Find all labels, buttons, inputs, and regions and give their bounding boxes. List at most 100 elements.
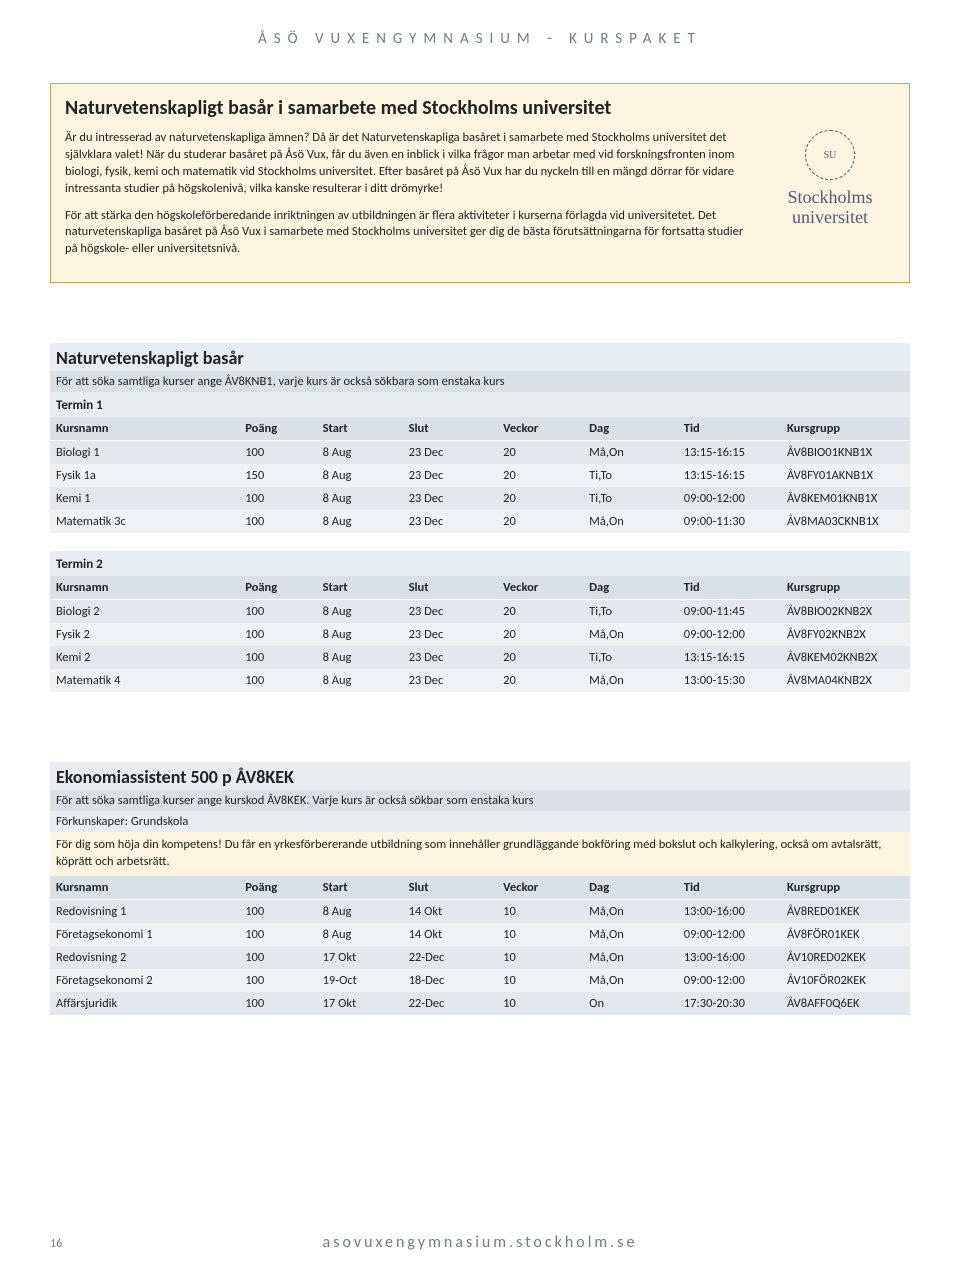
table-cell: Företagsekonomi 2 [50,969,239,992]
table-row: Biologi 11008 Aug23 Dec20Må,On13:15-16:1… [50,441,910,465]
th-grp: Kursgrupp [781,417,910,441]
table-cell: 100 [239,487,316,510]
page-header: ÅSÖ VUXENGYMNASIUM - KURSPAKET [50,30,910,48]
th-wk: Veckor [497,876,583,900]
table-cell: 100 [239,441,316,465]
table-cell: Affärsjuridik [50,992,239,1015]
intro-p1: Är du intresserad av naturvetenskapliga … [65,130,751,198]
table-cell: 23 Dec [403,510,498,533]
table-cell: Må,On [583,441,678,465]
table-cell: 8 Aug [317,487,403,510]
table-cell: Ti,To [583,646,678,669]
table-cell: 23 Dec [403,623,498,646]
table-cell: 20 [497,487,583,510]
table-cell: 09:00-11:30 [678,510,781,533]
table-cell: 23 Dec [403,464,498,487]
table-cell: 100 [239,899,316,923]
table-cell: Fysik 2 [50,623,239,646]
page-number: 16 [50,1237,90,1251]
th-grp: Kursgrupp [781,876,910,900]
table-cell: Må,On [583,510,678,533]
table-cell: 100 [239,969,316,992]
table-cell: Matematik 4 [50,669,239,692]
table-cell: 13:00-16:00 [678,899,781,923]
table-cell: Företagsekonomi 1 [50,923,239,946]
table-cell: 100 [239,600,316,624]
table-cell: Redovisning 2 [50,946,239,969]
table-cell: Ti,To [583,464,678,487]
th-grp: Kursgrupp [781,576,910,600]
sec2-prereq: Förkunskaper: Grundskola [50,811,910,832]
table-cell: Må,On [583,623,678,646]
intro-p2: För att stärka den högskoleförberedande … [65,208,751,259]
table-cell: 8 Aug [317,600,403,624]
table-row: Kemi 21008 Aug23 Dec20Ti,To13:15-16:15ÅV… [50,646,910,669]
table-cell: 17 Okt [317,992,403,1015]
table-cell: 10 [497,969,583,992]
footer-url: asovuxengymnasium.stockholm.se [90,1233,870,1252]
table-cell: ÅV8FY01AKNB1X [781,464,910,487]
table-cell: 8 Aug [317,510,403,533]
table-header-row: Kursnamn Poäng Start Slut Veckor Dag Tid… [50,876,910,900]
table-cell: 8 Aug [317,669,403,692]
table-cell: Må,On [583,923,678,946]
table-row: Fysik 1a1508 Aug23 Dec20Ti,To13:15-16:15… [50,464,910,487]
sec2-sub: För att söka samtliga kurser ange kursko… [50,790,910,811]
table-cell: 10 [497,992,583,1015]
table-cell: 20 [497,600,583,624]
sec2-title: Ekonomiassistent 500 p ÅV8KEK [50,762,910,790]
table-cell: 100 [239,946,316,969]
sec1-sub: För att söka samtliga kurser ange ÅV8KNB… [50,371,910,392]
table-cell: 18-Dec [403,969,498,992]
table-cell: 20 [497,510,583,533]
sec1-term2: Termin 2 [50,551,910,576]
table-cell: 100 [239,923,316,946]
table-cell: 22-Dec [403,946,498,969]
table-cell: Må,On [583,669,678,692]
th-day: Dag [583,876,678,900]
th-pts: Poäng [239,576,316,600]
table-cell: 23 Dec [403,646,498,669]
table-cell: 09:00-12:00 [678,487,781,510]
table-cell: Ti,To [583,487,678,510]
basar-term1-table: Naturvetenskapligt basår För att söka sa… [50,343,910,533]
table-cell: 20 [497,464,583,487]
table-cell: 8 Aug [317,441,403,465]
table-cell: On [583,992,678,1015]
intro-box: Naturvetenskapligt basår i samarbete med… [50,83,910,283]
table-cell: ÅV8KEM01KNB1X [781,487,910,510]
table-cell: 09:00-12:00 [678,923,781,946]
table-cell: 23 Dec [403,600,498,624]
table-cell: 10 [497,946,583,969]
table-row: Matematik 41008 Aug23 Dec20Må,On13:00-15… [50,669,910,692]
table-cell: 13:00-15:30 [678,669,781,692]
section-basar: Naturvetenskapligt basår För att söka sa… [50,343,910,692]
table-cell: 100 [239,646,316,669]
table-cell: 13:15-16:15 [678,646,781,669]
table-cell: Kemi 2 [50,646,239,669]
table-cell: ÅV8KEM02KNB2X [781,646,910,669]
table-cell: 09:00-12:00 [678,623,781,646]
university-seal-icon: SU [805,130,855,180]
table-cell: Redovisning 1 [50,899,239,923]
table-cell: 19-Oct [317,969,403,992]
th-wk: Veckor [497,417,583,441]
table-cell: 14 Okt [403,899,498,923]
sec1-term1: Termin 1 [50,392,910,417]
table-cell: ÅV8MA04KNB2X [781,669,910,692]
table-header-row: Kursnamn Poäng Start Slut Veckor Dag Tid… [50,417,910,441]
ekonomi-table: Ekonomiassistent 500 p ÅV8KEK För att sö… [50,762,910,1015]
th-pts: Poäng [239,876,316,900]
table-cell: 14 Okt [403,923,498,946]
th-end: Slut [403,876,498,900]
th-wk: Veckor [497,576,583,600]
page-footer: 16 asovuxengymnasium.stockholm.se [0,1233,960,1252]
table-cell: 20 [497,623,583,646]
table-cell: 20 [497,669,583,692]
table-cell: 100 [239,510,316,533]
table-cell: 17 Okt [317,946,403,969]
th-time: Tid [678,417,781,441]
table-row: Företagsekonomi 210019-Oct18-Dec10Må,On0… [50,969,910,992]
table-cell: ÅV10RED02KEK [781,946,910,969]
table-row: Fysik 21008 Aug23 Dec20Må,On09:00-12:00Å… [50,623,910,646]
